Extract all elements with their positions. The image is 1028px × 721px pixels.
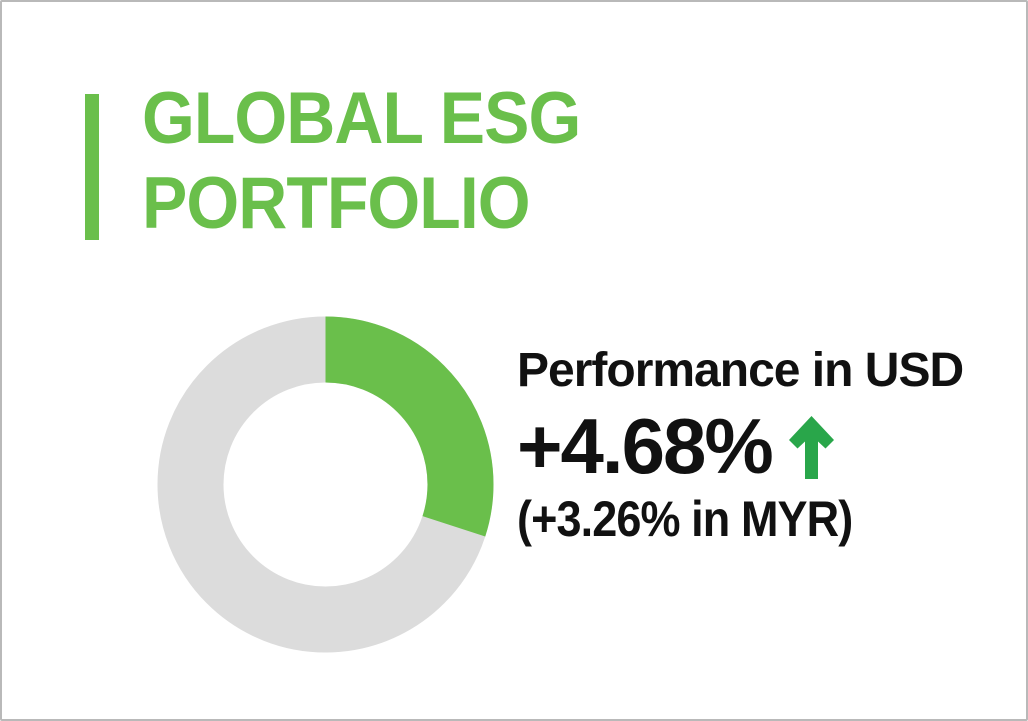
performance-label: Performance in USD bbox=[517, 344, 964, 397]
page-title-line-1: GLOBAL ESG bbox=[142, 78, 581, 159]
up-arrow-shape bbox=[788, 415, 834, 479]
page-title-line-2: PORTFOLIO bbox=[142, 163, 531, 244]
performance-value-row: +4.68% bbox=[517, 404, 835, 488]
up-arrow-icon bbox=[788, 415, 834, 479]
performance-value-usd: +4.68% bbox=[517, 402, 774, 490]
donut-chart bbox=[157, 316, 494, 653]
donut-segment-highlight bbox=[157, 316, 494, 653]
performance-value-myr: (+3.26% in MYR) bbox=[517, 491, 853, 547]
title-accent-bar bbox=[85, 94, 99, 240]
page-title: GLOBAL ESG PORTFOLIO bbox=[142, 76, 581, 246]
